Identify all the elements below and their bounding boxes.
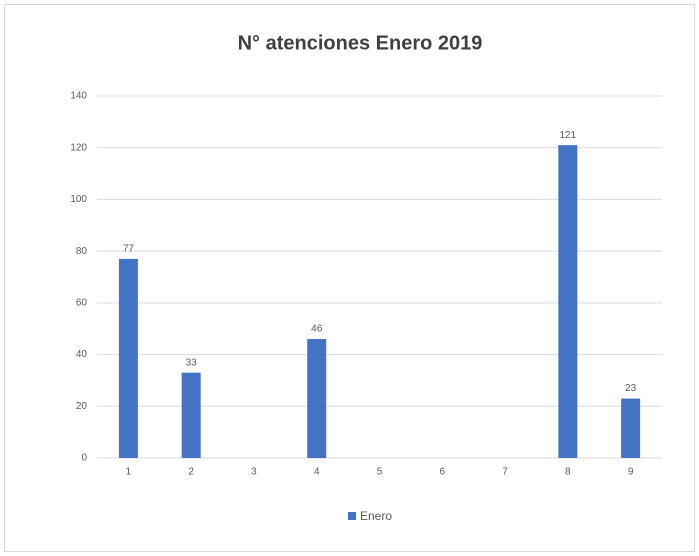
bar xyxy=(181,372,201,458)
x-tick-label: 4 xyxy=(314,467,320,478)
data-label: 33 xyxy=(186,357,198,368)
data-label: 77 xyxy=(123,244,135,255)
legend-swatch xyxy=(348,512,356,520)
x-tick-label: 3 xyxy=(251,467,257,478)
y-tick-label: 0 xyxy=(81,453,87,464)
data-label: 121 xyxy=(559,130,576,141)
x-tick-label: 5 xyxy=(377,467,383,478)
legend-label: Enero xyxy=(360,509,392,523)
y-tick-label: 80 xyxy=(76,246,88,257)
bar xyxy=(118,258,138,458)
y-tick-label: 20 xyxy=(76,401,88,412)
data-label: 23 xyxy=(625,383,637,394)
y-tick-label: 60 xyxy=(76,297,88,308)
chart-border xyxy=(4,4,695,552)
bar xyxy=(558,145,578,458)
x-tick-label: 9 xyxy=(628,467,634,478)
data-label: 46 xyxy=(311,324,323,335)
bar xyxy=(621,398,641,458)
y-tick-label: 40 xyxy=(76,349,88,360)
bar xyxy=(307,339,327,458)
y-tick-label: 100 xyxy=(70,194,87,205)
x-tick-label: 8 xyxy=(565,467,571,478)
y-tick-label: 140 xyxy=(70,91,87,102)
x-tick-label: 2 xyxy=(188,467,194,478)
x-tick-label: 7 xyxy=(502,467,508,478)
y-tick-label: 120 xyxy=(70,142,87,153)
x-tick-label: 6 xyxy=(439,467,445,478)
chart-title: N° atenciones Enero 2019 xyxy=(238,32,483,54)
x-tick-label: 1 xyxy=(126,467,132,478)
